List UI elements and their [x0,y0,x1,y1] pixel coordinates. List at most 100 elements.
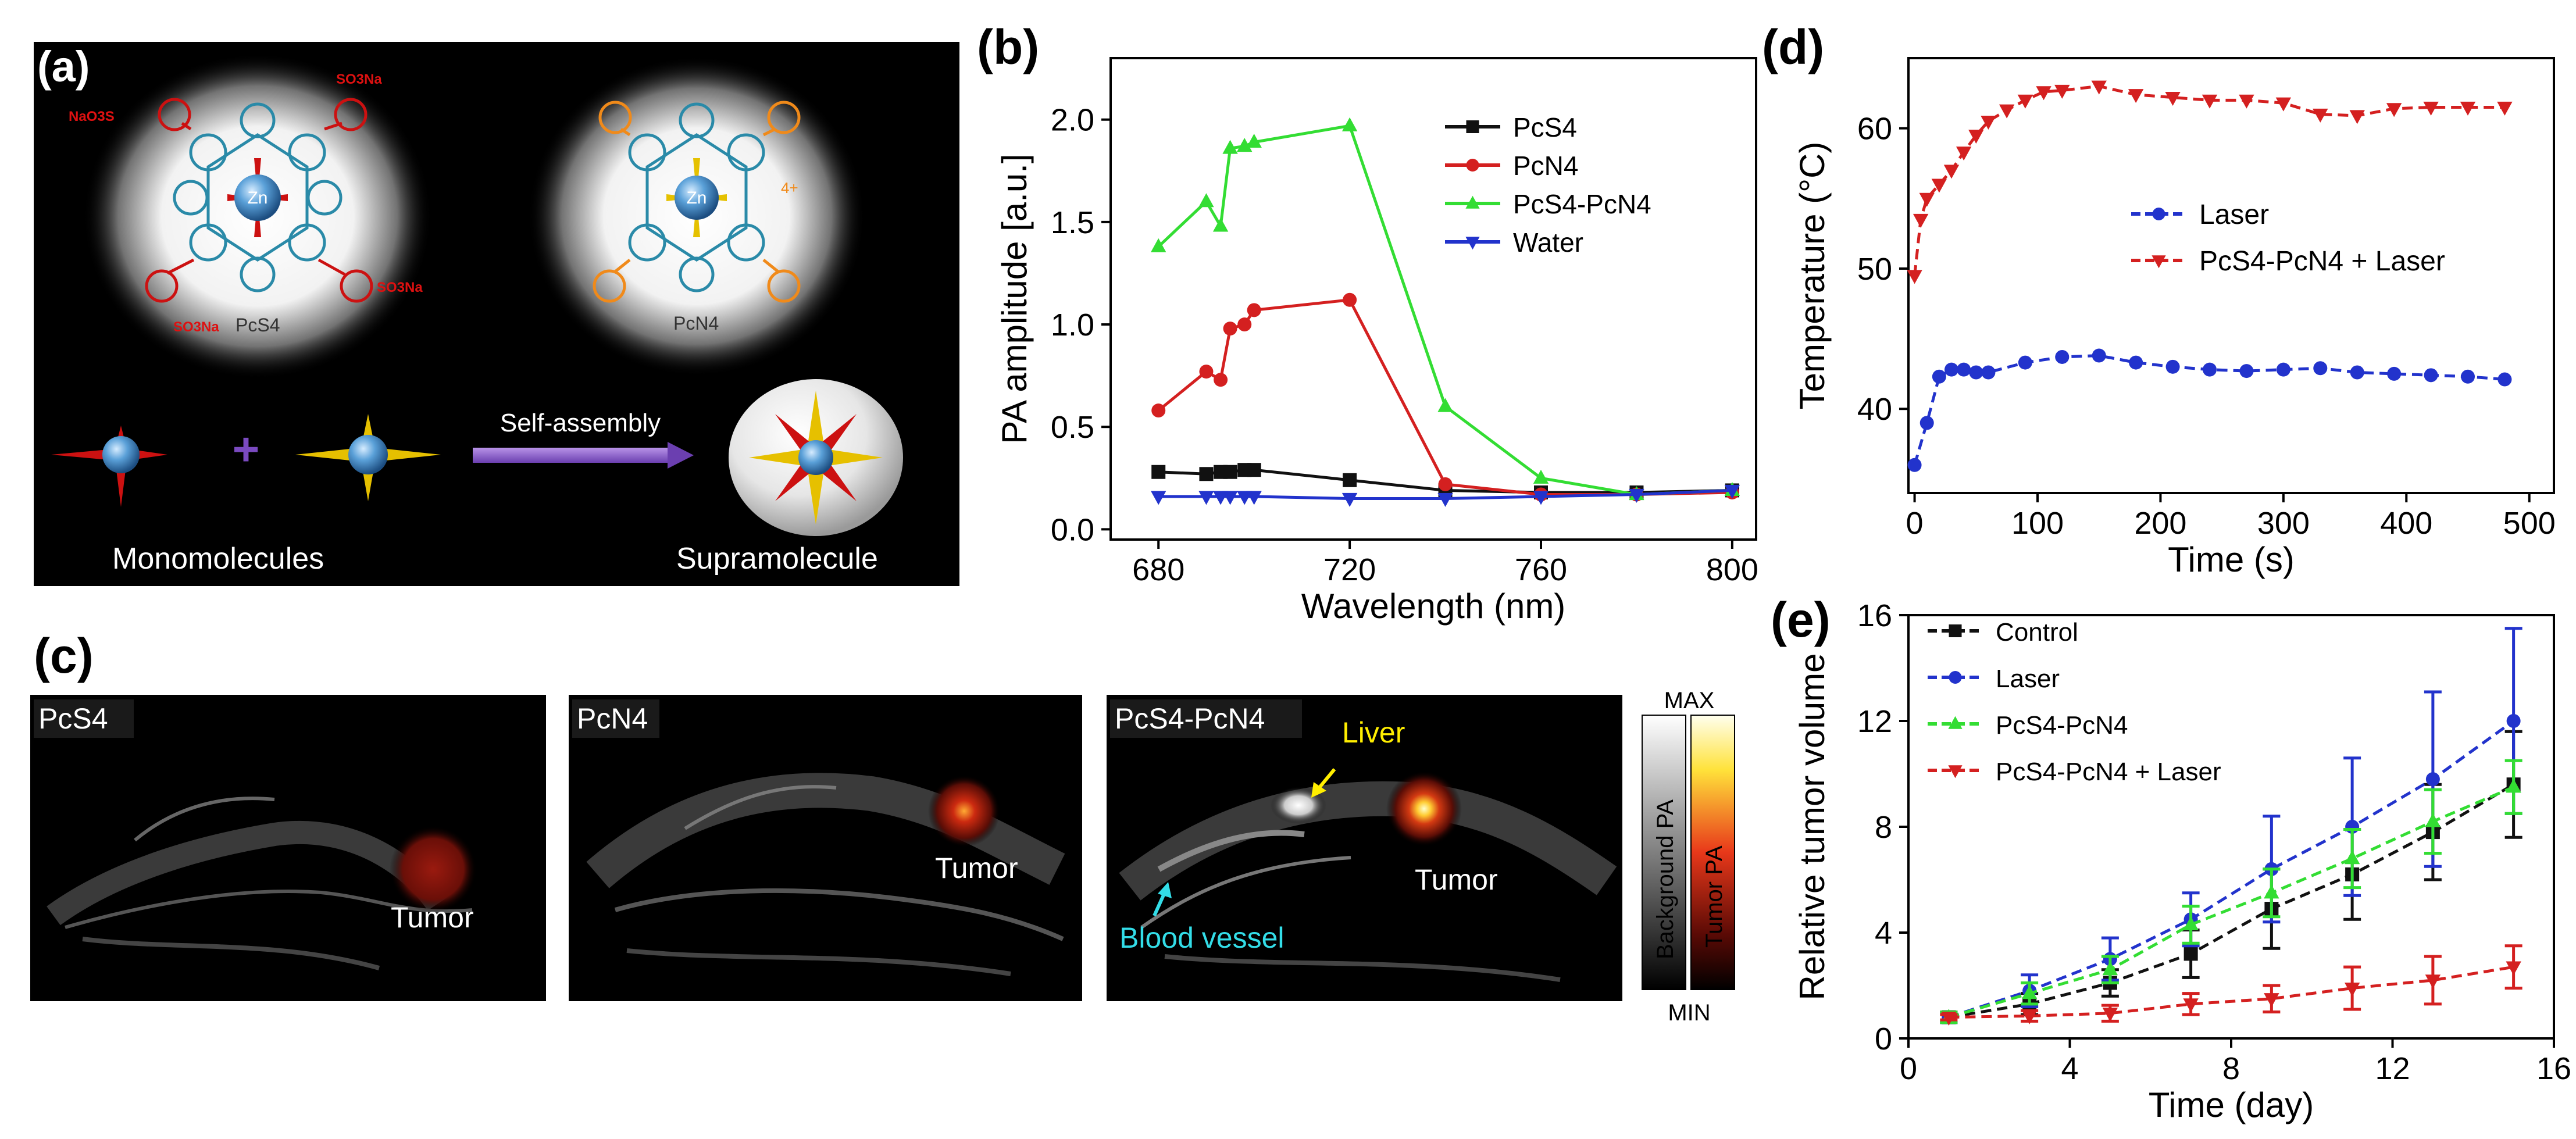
legend-label: Water [1513,227,1583,258]
chart-panel-label: (d) [1762,20,1824,74]
data-point [2460,101,2476,116]
data-point [2128,89,2144,103]
pa-image-pcs4-title: PcS4 [38,702,108,735]
data-point [2183,998,2199,1013]
data-point [2461,369,2475,384]
monomer-star-yellow [295,414,441,501]
data-point [1957,362,1971,377]
data-point [1151,465,1166,479]
data-point [1198,193,1214,208]
data-point [2387,366,2402,381]
pcs4-substituent-left: NaO3S [69,109,115,124]
supramolecule [729,379,903,536]
data-point [2506,714,2521,728]
pa-image-pcn4-title: PcN4 [577,702,648,735]
data-point [2102,1008,2118,1022]
data-point [2425,974,2441,989]
data-point [2313,108,2328,123]
pa-image-pcn4: PcN4 Tumor [569,695,1082,1001]
data-point [2091,80,2107,95]
y-tick-label: 12 [1857,704,1892,739]
pa-colorbar: MAX MIN Background PA Tumor PA [1640,686,1739,1026]
legend-entry: Water [1445,227,1583,258]
series-line [1913,354,2505,466]
y-axis-label: Temperature (°C) [1793,142,1832,410]
pa-image-pcs4-pcn4-art: PcS4-PcN4 Liver Tumor Blood vessel [1110,699,1617,982]
data-point [1919,192,1935,207]
liver-arrow [1311,768,1336,798]
x-tick-label: 4 [2061,1051,2078,1086]
legend-marker [2152,208,2165,220]
data-point [2497,372,2512,387]
panel-c-label: (c) [34,629,94,683]
series-pcs4-pcn4 [1940,759,2523,1024]
x-tick-label: 12 [2375,1051,2410,1086]
combo-tumor-signal [1386,771,1462,847]
pcs4-substituent-bottom: SO3Na [173,319,219,335]
x-axis-label: Time (s) [2168,540,2295,579]
data-point [1919,416,1934,430]
legend-entry: PcN4 [1445,151,1578,181]
data-point [2350,365,2364,380]
data-point [1237,138,1253,152]
legend-entry: Laser [1928,665,2060,693]
data-point [1237,317,1252,332]
data-point [1913,213,1929,228]
data-point [1341,492,1358,507]
data-point [1999,104,2015,119]
plus-sign: + [233,423,260,475]
x-tick-label: 680 [1132,552,1184,587]
panel-a: (a) Zn [34,42,959,586]
pa-image-pcs4-pcn4: PcS4-PcN4 Liver Tumor Blood vessel [1107,695,1622,1001]
data-point [2313,361,2328,376]
y-tick-label: 40 [1857,392,1892,427]
data-point [2202,94,2218,109]
data-point [1214,373,1228,387]
y-tick-label: 0.0 [1051,512,1094,547]
data-point [2102,961,2118,976]
data-point [1533,491,1549,505]
legend-entry: PcS4-PcN4 [1928,711,2128,740]
data-point [1724,484,1740,499]
data-point [1222,491,1238,505]
data-point [1437,398,1453,412]
blood-vessel-label: Blood vessel [1119,922,1285,954]
series-pcs4-pcn4-laser [1940,944,2523,1026]
pcs4-center-atom: Zn [247,188,267,208]
data-point [1199,467,1214,481]
data-point [1981,115,1996,130]
colorbar-left-label: Background PA [1653,799,1678,959]
data-point [2183,947,2198,961]
y-tick-label: 4 [1875,916,1892,951]
data-point [2021,985,2038,999]
legend-label: PcS4 [1513,112,1577,142]
series-line [1948,783,2514,1019]
data-point [2036,86,2051,101]
data-point [2054,84,2070,99]
self-assembly-label: Self-assembly [500,409,661,437]
legend-label: Laser [1996,665,2060,693]
data-point [1223,465,1237,479]
y-tick-label: 60 [1857,112,1892,147]
chart-e: (e) 0 4 8 12 16 0 4 8 12 16 Time (day) Relative tumo… [1771,592,2571,1124]
legend-label: PcN4 [1513,151,1578,181]
y-tick-label: 1.0 [1051,308,1094,342]
data-point [2018,355,2032,370]
chart-b: (b) 680 720 760 800 0.0 0.5 1.0 1.5 2.0 Wavelength… [977,20,1758,626]
data-point [2386,103,2402,117]
data-point [1343,292,1357,307]
data-point [1943,165,1960,179]
data-point [1343,473,1357,487]
pcn4-tumor-signal [928,775,1000,847]
data-point [1969,365,1983,380]
data-point [2264,884,2279,899]
x-tick-label: 300 [2257,506,2310,541]
data-point [1223,322,1237,336]
self-assembly-arrow [473,442,694,469]
x-tick-label: 0 [1906,506,1924,541]
data-point [1945,362,1958,377]
pa-image-pcs4-pcn4-title: PcS4-PcN4 [1115,702,1265,735]
panel-c: (c) PcS4 Tumor [0,616,1756,1026]
legend-entry: PcS4 [1445,112,1577,142]
data-point [1151,238,1166,252]
